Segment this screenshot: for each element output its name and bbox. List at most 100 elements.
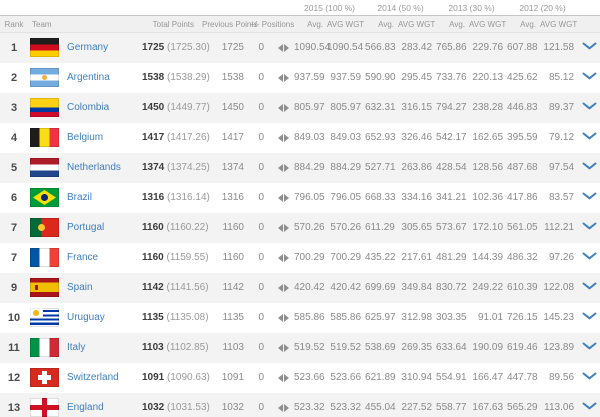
year-group-2014: 2014 (50 %): [365, 0, 437, 16]
stat-value: 417.86: [507, 192, 538, 203]
stat-value: 455.04: [365, 402, 396, 413]
stat-value: 420.42: [294, 282, 325, 293]
table-row: 7 France 1160 (1159.55) 1160 0 700.29 70…: [0, 242, 600, 273]
stat-value: 481.29: [436, 252, 467, 263]
team-link[interactable]: England: [67, 402, 104, 413]
stat-value: 310.94: [401, 372, 433, 383]
expand-chevron-icon[interactable]: [582, 342, 597, 350]
position-change-value: 0: [258, 42, 264, 54]
team-flag-icon: [30, 218, 59, 237]
stat-value: 97.54: [548, 162, 575, 173]
expand-chevron-icon[interactable]: [582, 102, 597, 110]
team-flag-icon: [30, 368, 59, 387]
total-points-exact: (1316.14): [167, 192, 210, 203]
stat-value: 523.66: [294, 372, 325, 383]
table-row: 9 Spain 1142 (1141.56) 1142 0 420.42 420…: [0, 272, 600, 303]
stat-value: 733.76: [436, 72, 467, 83]
previous-points-value: 1160: [222, 252, 244, 263]
stat-value: 794.27: [436, 102, 467, 113]
stat-value: 79.12: [548, 132, 575, 143]
team-flag-icon: [30, 278, 59, 297]
total-points-exact: (1449.77): [167, 102, 210, 113]
expand-chevron-icon[interactable]: [582, 162, 597, 170]
previous-points-value: 1417: [221, 132, 244, 143]
team-link[interactable]: Italy: [67, 342, 86, 353]
expand-chevron-icon[interactable]: [582, 222, 597, 230]
stat-value: 446.83: [507, 102, 538, 113]
stat-value: 162.65: [472, 132, 504, 143]
stat-value: 565.29: [507, 402, 538, 413]
stat-value: 668.33: [365, 192, 396, 203]
stat-value: 341.21: [436, 192, 467, 203]
team-link[interactable]: Belgium: [67, 132, 104, 143]
total-points-exact: (1538.29): [167, 72, 210, 83]
stat-value: 700.29: [294, 252, 325, 263]
stat-value: 89.56: [548, 372, 575, 383]
expand-chevron-icon[interactable]: [582, 282, 597, 290]
rank-value: 2: [10, 71, 18, 84]
stat-value: 830.72: [436, 282, 467, 293]
position-change-value: 0: [258, 372, 264, 383]
previous-points-value: 1374: [221, 162, 244, 173]
year-group-2015: 2015 (100 %): [294, 0, 366, 16]
previous-points-value: 1160: [222, 222, 244, 233]
year-group-2013: 2013 (30 %): [436, 0, 508, 16]
position-change-value: 0: [258, 72, 264, 83]
stat-value: 519.52: [294, 342, 325, 353]
expand-chevron-icon[interactable]: [582, 372, 597, 380]
stat-value: 805.97: [294, 102, 325, 113]
expand-chevron-icon[interactable]: [582, 132, 597, 140]
total-points-exact: (1159.55): [166, 252, 209, 263]
stat-value: 554.91: [436, 372, 467, 383]
position-change-value: 0: [258, 102, 264, 113]
expand-chevron-icon[interactable]: [582, 312, 597, 320]
column-header-team: Team: [28, 15, 142, 33]
column-header-avg-2015: Avg.: [294, 15, 327, 33]
stat-value: 172.10: [472, 222, 504, 233]
team-link[interactable]: Brazil: [67, 192, 93, 203]
stat-value: 113.06: [544, 402, 575, 413]
stat-value: 447.78: [507, 372, 538, 383]
team-link[interactable]: Switzerland: [67, 372, 119, 383]
position-change-value: 0: [258, 342, 264, 353]
rank-value: 3: [10, 101, 18, 114]
previous-points-value: 1103: [222, 342, 244, 353]
previous-points-value: 1538: [221, 72, 244, 83]
stat-value: 269.35: [401, 342, 433, 353]
stat-value: 91.01: [477, 312, 504, 323]
team-flag-icon: [30, 98, 59, 117]
position-change-value: 0: [258, 312, 264, 323]
stat-value: 849.03: [330, 132, 362, 143]
expand-chevron-icon[interactable]: [582, 192, 597, 200]
stat-value: 765.86: [436, 42, 467, 54]
rank-value: 10: [7, 311, 21, 324]
column-header-positions: +/- Positions: [250, 15, 294, 33]
team-link[interactable]: France: [67, 252, 99, 263]
stat-value: 167.63: [472, 402, 504, 413]
column-header-previous-points: Previous Points: [202, 15, 258, 33]
total-points-exact: (1417.26): [167, 132, 210, 143]
team-link[interactable]: Uruguay: [67, 312, 105, 323]
rank-value: 13: [7, 401, 21, 414]
team-link[interactable]: Germany: [67, 42, 109, 54]
expand-chevron-icon[interactable]: [582, 42, 597, 50]
position-change-value: 0: [258, 252, 264, 263]
team-flag-icon: [30, 158, 59, 177]
rank-value: 9: [10, 281, 18, 294]
stat-value: 570.26: [330, 222, 362, 233]
team-link[interactable]: Portugal: [67, 222, 105, 233]
column-header-avg-2013: Avg.: [436, 15, 470, 33]
stat-value: 621.89: [365, 372, 396, 383]
team-link[interactable]: Colombia: [67, 102, 110, 113]
stat-value: 283.42: [401, 42, 433, 54]
expand-chevron-icon[interactable]: [582, 72, 597, 80]
expand-chevron-icon[interactable]: [582, 402, 597, 410]
team-link[interactable]: Argentina: [67, 72, 110, 83]
position-change-icon: [278, 343, 289, 352]
team-link[interactable]: Spain: [67, 282, 93, 293]
team-link[interactable]: Netherlands: [67, 162, 121, 173]
total-points-value: 1160: [142, 252, 164, 263]
stat-value: 112.21: [544, 222, 575, 233]
expand-chevron-icon[interactable]: [582, 252, 597, 260]
